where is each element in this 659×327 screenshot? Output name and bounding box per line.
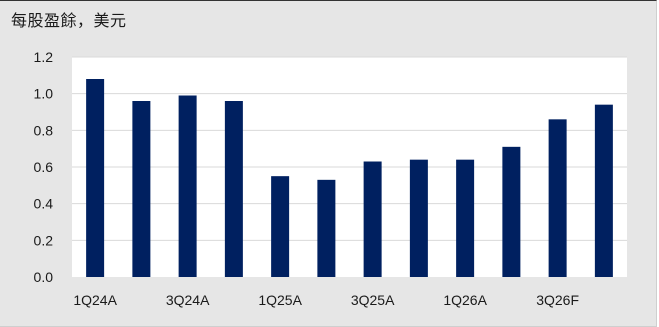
x-tick-label: 1Q26A [443,292,487,308]
bar-4Q26F [594,104,613,278]
bar-1Q25A [271,176,290,277]
y-tick-label: 1.2 [34,49,54,65]
bar-2Q26A [502,146,521,277]
x-axis-ticks: 1Q24A 3Q24A 1Q25A 3Q25A 1Q26A 3Q26F [73,292,579,308]
x-tick-label: 3Q24A [166,292,210,308]
grid-lines [72,56,627,241]
bar-1Q24A [86,79,105,277]
x-tick-label: 1Q25A [258,292,302,308]
bars [86,79,613,278]
bar-2Q24A [132,101,151,277]
bar-4Q24A [224,101,243,277]
y-tick-label: 0.8 [34,122,54,138]
chart-title: 每股盈餘，美元 [11,11,127,30]
y-tick-label: 0.4 [34,196,54,212]
y-axis-ticks: 0.0 0.2 0.4 0.6 0.8 1.0 1.2 [34,49,54,285]
bar-3Q25A [363,161,382,277]
y-tick-label: 1.0 [34,86,54,102]
x-tick-label: 3Q26F [536,292,579,308]
bar-3Q24A [178,95,197,277]
bar-2Q25A [317,179,336,277]
x-tick-label: 1Q24A [73,292,117,308]
x-tick-label: 3Q25A [351,292,395,308]
y-tick-label: 0.2 [34,232,54,248]
y-tick-label: 0.6 [34,159,54,175]
bar-1Q26A [456,159,475,277]
y-tick-label: 0.0 [34,269,54,285]
bar-4Q25A [409,159,428,277]
bar-3Q26F [548,119,567,277]
